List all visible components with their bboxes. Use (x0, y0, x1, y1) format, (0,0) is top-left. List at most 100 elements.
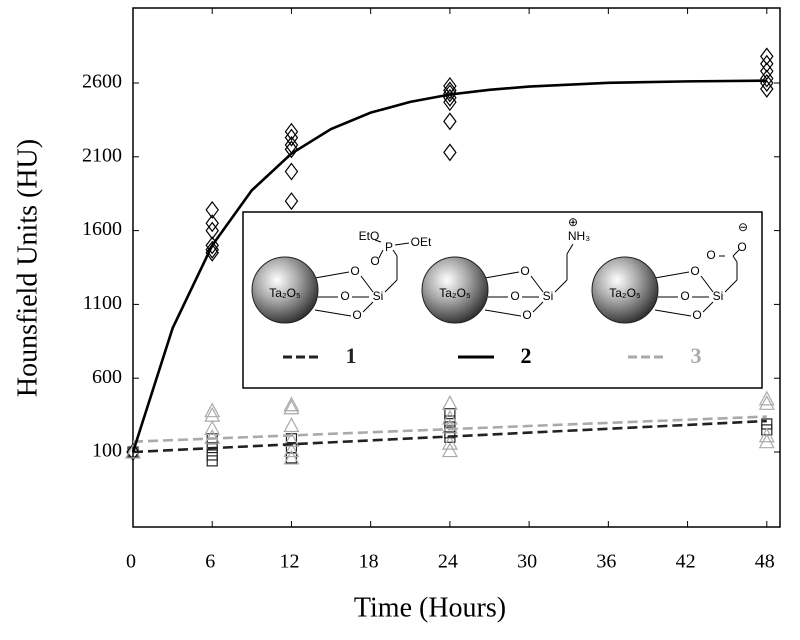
fit-line (132, 419, 767, 454)
particle (591, 256, 659, 324)
legend-box (242, 211, 763, 389)
atom-label: O (690, 264, 699, 278)
legend-label: 1 (346, 343, 357, 368)
diamond-marker (205, 240, 219, 259)
diamond-marker (205, 243, 219, 262)
triangle-marker (758, 427, 775, 443)
bond (554, 279, 568, 293)
diamond-marker (760, 54, 774, 73)
triangle-marker (441, 434, 458, 450)
diamond-marker (284, 122, 299, 141)
bond (362, 301, 374, 313)
bond (314, 309, 352, 317)
diamond-marker (205, 236, 219, 255)
bond (732, 249, 740, 257)
triangle-marker (204, 406, 221, 422)
atom-label: Si (543, 289, 554, 303)
diamond-marker (760, 47, 774, 66)
atom-label: O (737, 240, 746, 254)
particle-label: Ta₂O₅ (609, 286, 641, 300)
triangle-marker (441, 418, 458, 434)
triangle-marker (758, 395, 775, 410)
atom-label: ⊕ (568, 215, 578, 229)
bond (360, 275, 374, 293)
triangle-marker (758, 433, 775, 449)
triangle-marker (283, 449, 300, 465)
bond (654, 271, 690, 279)
atom-label: P (385, 240, 393, 254)
atom-label: EtO (359, 229, 380, 243)
bond (532, 301, 544, 313)
y-tick-label: 2600 (82, 71, 122, 93)
bond (700, 275, 714, 293)
bond (724, 279, 738, 293)
atom-label: Si (713, 289, 724, 303)
y-tick-label: 1100 (83, 292, 122, 314)
bond (394, 242, 410, 246)
x-tick-label: 42 (676, 551, 696, 573)
diamond-marker (443, 84, 457, 103)
atom-label: NH₃ (568, 229, 590, 243)
bond (566, 243, 574, 255)
x-tick-label: 48 (755, 551, 775, 573)
square-marker (206, 449, 218, 461)
x-tick-label: 12 (279, 551, 299, 573)
diamond-marker (205, 200, 219, 219)
x-tick-label: 24 (438, 551, 458, 573)
particle (421, 256, 489, 324)
bond (732, 255, 738, 263)
bond (702, 301, 714, 313)
diamond-marker (443, 112, 457, 131)
triangle-marker (283, 442, 300, 458)
diamond-marker (760, 73, 774, 92)
triangle-marker (283, 396, 300, 412)
atom-label: O (350, 264, 359, 278)
diamond-marker (760, 62, 774, 81)
atom-label: O (706, 248, 715, 262)
atom-label: Si (373, 289, 384, 303)
atom-label: O (522, 308, 531, 322)
x-tick-label: 36 (596, 551, 616, 573)
triangle-marker (204, 420, 221, 435)
atom-label: O (520, 264, 529, 278)
diamond-marker (760, 69, 774, 88)
atom-label: OEt (411, 235, 432, 249)
square-marker (285, 452, 298, 464)
bond (530, 275, 544, 293)
square-marker (444, 408, 456, 420)
square-marker (206, 455, 218, 467)
triangle-marker (204, 428, 221, 444)
diamond-marker (284, 192, 299, 211)
x-axis-label: Time (Hours) (354, 592, 506, 623)
bond (384, 279, 398, 293)
triangle-marker (283, 399, 300, 415)
atom-label: O (352, 308, 361, 322)
bond (654, 309, 692, 317)
y-tick-label: 600 (92, 366, 122, 388)
atom-label: ⊖ (738, 220, 748, 234)
triangle-marker (441, 442, 458, 458)
atom-label: O (680, 289, 689, 303)
triangle-marker (441, 395, 458, 410)
diamond-marker (126, 443, 140, 462)
diamond-marker (284, 162, 299, 181)
atom-label: O (370, 254, 379, 268)
diamond-marker (205, 214, 219, 233)
diamond-marker (443, 93, 457, 112)
atom-label: O (692, 308, 701, 322)
triangle-marker (283, 417, 300, 433)
atom-label: O (340, 289, 349, 303)
legend-label: 2 (521, 343, 532, 368)
bond (392, 249, 398, 257)
x-tick-label: 0 (126, 551, 136, 573)
triangle-marker (204, 402, 221, 418)
diamond-marker (760, 79, 774, 98)
fit-line (131, 79, 767, 453)
particle-label: Ta₂O₅ (269, 286, 301, 300)
y-axis-label: Hounsfield Units (HU) (12, 139, 43, 397)
diamond-marker (284, 140, 299, 159)
particle-label: Ta₂O₅ (439, 286, 471, 300)
